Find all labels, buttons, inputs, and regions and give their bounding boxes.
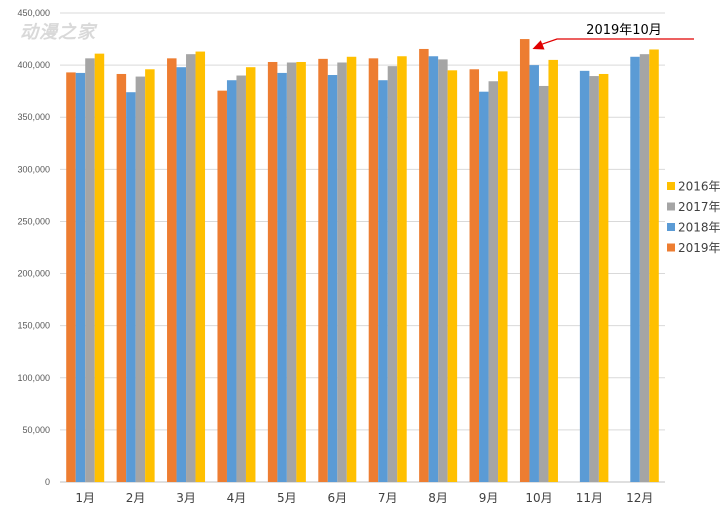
x-tick-label: 6月 <box>327 491 347 505</box>
bar <box>66 72 76 482</box>
y-tick-label: 150,000 <box>17 321 50 331</box>
bar <box>318 58 328 482</box>
bar <box>94 53 105 482</box>
gridlines <box>60 12 665 483</box>
bar <box>589 76 599 482</box>
y-tick-label: 50,000 <box>22 425 50 435</box>
x-tick-label: 11月 <box>576 491 603 505</box>
x-tick-label: 12月 <box>626 491 653 505</box>
bar <box>277 72 287 482</box>
bar <box>337 62 347 482</box>
bar <box>176 67 187 482</box>
bar <box>630 56 640 482</box>
bar <box>378 80 388 483</box>
legend-label: 2018年 <box>678 221 720 235</box>
y-tick-label: 0 <box>45 477 50 487</box>
y-tick-label: 300,000 <box>17 164 50 174</box>
x-tick-label: 4月 <box>227 491 247 505</box>
legend-label: 2017年 <box>678 200 720 214</box>
bar <box>116 73 127 482</box>
bar <box>397 56 407 482</box>
bar <box>195 51 206 482</box>
bar <box>267 61 278 483</box>
y-tick-label: 200,000 <box>17 269 50 279</box>
x-tick-label: 10月 <box>525 491 552 505</box>
bar <box>469 69 480 482</box>
bar <box>529 65 539 482</box>
y-tick-label: 250,000 <box>17 216 50 226</box>
x-tick-label: 3月 <box>176 491 196 505</box>
legend-swatch <box>667 243 675 252</box>
annotation-arrow-head <box>532 40 545 50</box>
bar <box>85 58 95 482</box>
bar <box>438 59 448 483</box>
bar <box>368 58 379 482</box>
bar <box>236 75 246 483</box>
legend-swatch <box>667 202 675 211</box>
bar <box>186 54 196 482</box>
bar <box>598 73 609 482</box>
bar <box>479 91 489 482</box>
bar <box>167 58 177 482</box>
annotation-arrow-line <box>539 38 694 46</box>
bar <box>327 75 338 483</box>
x-tick-label: 7月 <box>378 491 398 505</box>
y-tick-label: 400,000 <box>17 60 50 70</box>
bar <box>579 70 590 483</box>
x-tick-label: 1月 <box>75 491 95 505</box>
bar <box>296 61 306 483</box>
bar <box>649 49 659 482</box>
x-axis: 1月 2月 3月 4月 5月 6月 7月 8月 9月 10月 11月 12月 <box>75 491 653 505</box>
y-tick-label: 350,000 <box>17 112 50 122</box>
x-tick-label: 9月 <box>479 491 499 505</box>
bar <box>419 48 429 482</box>
bar <box>639 54 650 482</box>
annotation-label: 2019年10月 <box>586 23 662 38</box>
legend-swatch <box>667 223 675 231</box>
bar <box>217 90 227 482</box>
bar <box>126 92 136 482</box>
bars <box>66 39 659 483</box>
bar <box>226 80 237 483</box>
bar <box>286 62 297 482</box>
watermark-logo: 动漫之家 <box>20 22 96 43</box>
x-tick-label: 2月 <box>126 491 146 505</box>
bar <box>145 69 155 482</box>
bar <box>498 71 508 482</box>
legend-swatch <box>667 182 675 190</box>
legend: 2016年 2017年 2018年 2019年 <box>667 180 720 255</box>
y-axis: 0 50,000 100,000 150,000 200,000 250,000 300,0… <box>17 8 50 487</box>
bar <box>135 76 146 482</box>
x-tick-label: 8月 <box>428 491 448 505</box>
x-tick-label: 5月 <box>277 491 297 505</box>
bar <box>548 59 558 483</box>
y-tick-label: 100,000 <box>17 373 50 383</box>
bar <box>519 39 530 483</box>
bar <box>428 56 439 482</box>
bar <box>488 81 499 482</box>
y-tick-label: 450,000 <box>17 8 50 18</box>
bar <box>75 72 86 482</box>
annotation: 2019年10月 <box>532 23 694 50</box>
bar <box>245 67 256 482</box>
bar <box>538 85 549 482</box>
bar <box>387 66 398 483</box>
bar <box>447 70 458 483</box>
legend-label: 2019年 <box>678 241 720 255</box>
legend-label: 2016年 <box>678 180 720 194</box>
bar <box>346 56 357 482</box>
